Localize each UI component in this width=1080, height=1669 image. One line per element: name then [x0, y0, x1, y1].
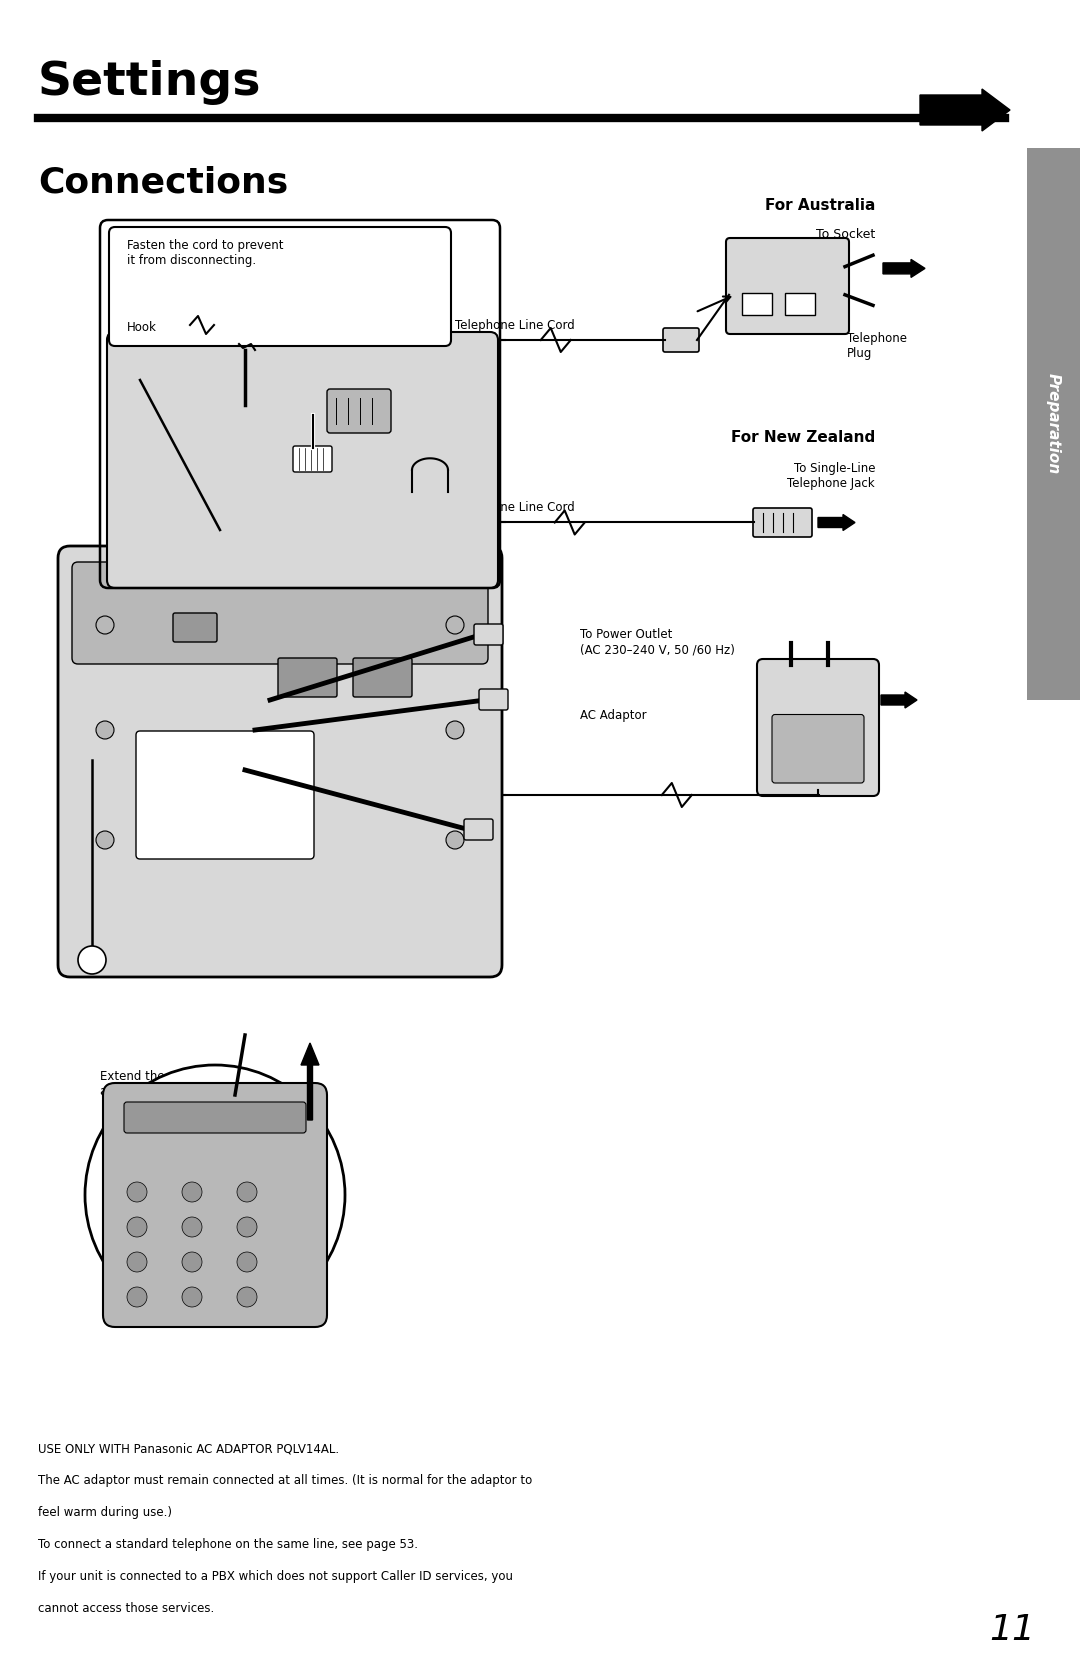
Circle shape: [183, 1217, 202, 1237]
Circle shape: [127, 1252, 147, 1272]
FancyBboxPatch shape: [785, 294, 815, 315]
Text: If your unit is connected to a PBX which does not support Caller ID services, yo: If your unit is connected to a PBX which…: [38, 1571, 513, 1582]
FancyBboxPatch shape: [726, 239, 849, 334]
Text: cannot access those services.: cannot access those services.: [38, 1602, 214, 1616]
FancyBboxPatch shape: [772, 714, 864, 783]
Circle shape: [446, 616, 464, 634]
FancyArrow shape: [881, 693, 917, 708]
FancyBboxPatch shape: [278, 658, 337, 698]
FancyBboxPatch shape: [753, 507, 812, 537]
Circle shape: [96, 616, 114, 634]
FancyBboxPatch shape: [663, 329, 699, 352]
Circle shape: [127, 1217, 147, 1237]
Circle shape: [237, 1287, 257, 1307]
Text: feel warm during use.): feel warm during use.): [38, 1505, 172, 1519]
Text: Settings: Settings: [38, 60, 261, 105]
Text: Extend the
antenna fully.: Extend the antenna fully.: [100, 1070, 180, 1098]
Text: Preparation: Preparation: [1047, 374, 1061, 474]
FancyBboxPatch shape: [58, 546, 502, 976]
Text: Fasten the cord to prevent
it from disconnecting.: Fasten the cord to prevent it from disco…: [127, 239, 283, 267]
Text: To connect a standard telephone on the same line, see page 53.: To connect a standard telephone on the s…: [38, 1539, 418, 1551]
FancyBboxPatch shape: [293, 446, 332, 472]
FancyBboxPatch shape: [103, 1083, 327, 1327]
Circle shape: [237, 1217, 257, 1237]
Text: 11: 11: [989, 1612, 1035, 1647]
FancyArrow shape: [883, 259, 924, 277]
FancyBboxPatch shape: [480, 689, 508, 709]
Text: Connections: Connections: [38, 165, 288, 199]
FancyBboxPatch shape: [72, 562, 488, 664]
Text: Hook: Hook: [127, 320, 157, 334]
FancyBboxPatch shape: [109, 227, 451, 345]
FancyArrow shape: [301, 1043, 319, 1120]
Text: The AC adaptor must remain connected at all times. (It is normal for the adaptor: The AC adaptor must remain connected at …: [38, 1474, 532, 1487]
Circle shape: [183, 1182, 202, 1202]
Circle shape: [127, 1287, 147, 1307]
Circle shape: [237, 1252, 257, 1272]
FancyArrow shape: [920, 88, 1010, 130]
Text: AC Adaptor: AC Adaptor: [580, 709, 647, 721]
FancyBboxPatch shape: [474, 624, 503, 644]
Circle shape: [446, 721, 464, 739]
Circle shape: [85, 1065, 345, 1325]
Text: For Australia: For Australia: [765, 199, 875, 214]
Text: Telephone
Plug: Telephone Plug: [847, 332, 907, 361]
Text: Telephone Line Cord: Telephone Line Cord: [455, 319, 575, 332]
Circle shape: [127, 1182, 147, 1202]
FancyBboxPatch shape: [353, 658, 411, 698]
Text: To Socket: To Socket: [815, 229, 875, 240]
FancyBboxPatch shape: [464, 819, 492, 840]
Text: Telephone Line Cord: Telephone Line Cord: [455, 501, 575, 514]
Bar: [1027, 149, 1080, 699]
FancyBboxPatch shape: [124, 1102, 306, 1133]
Circle shape: [183, 1287, 202, 1307]
Circle shape: [78, 946, 106, 975]
FancyBboxPatch shape: [742, 294, 772, 315]
FancyArrow shape: [818, 514, 855, 531]
Circle shape: [183, 1252, 202, 1272]
Circle shape: [96, 831, 114, 850]
FancyBboxPatch shape: [107, 332, 498, 587]
Text: For New Zealand: For New Zealand: [731, 431, 875, 446]
Text: USE ONLY WITH Panasonic AC ADAPTOR PQLV14AL.: USE ONLY WITH Panasonic AC ADAPTOR PQLV1…: [38, 1442, 339, 1455]
Circle shape: [96, 721, 114, 739]
Text: To Power Outlet
(AC 230–240 V, 50 /60 Hz): To Power Outlet (AC 230–240 V, 50 /60 Hz…: [580, 628, 734, 656]
Circle shape: [237, 1182, 257, 1202]
Text: To Single-Line
Telephone Jack: To Single-Line Telephone Jack: [787, 462, 875, 491]
Circle shape: [446, 831, 464, 850]
FancyBboxPatch shape: [327, 389, 391, 432]
FancyBboxPatch shape: [136, 731, 314, 860]
FancyBboxPatch shape: [173, 613, 217, 643]
FancyBboxPatch shape: [757, 659, 879, 796]
